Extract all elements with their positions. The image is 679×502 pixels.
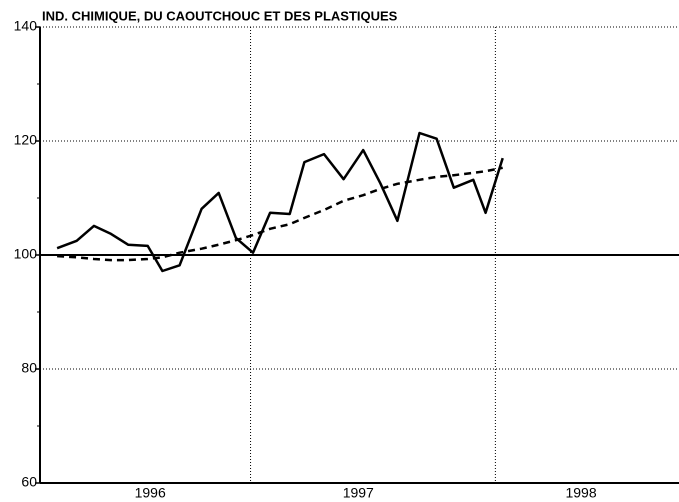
x-tick-label: 1997 [343, 485, 374, 501]
y-tick-label: 140 [14, 18, 38, 34]
series-line [56, 131, 504, 273]
chart-title: IND. CHIMIQUE, DU CAOUTCHOUC ET DES PLAS… [42, 8, 398, 23]
series-line [57, 166, 503, 262]
y-tick-label: 120 [14, 132, 38, 148]
y-tick-label: 100 [14, 246, 38, 262]
x-tick-label: 1998 [565, 485, 596, 501]
x-tick-label: 1996 [135, 485, 166, 501]
y-tick-label: 80 [21, 360, 37, 376]
y-tick-label: 60 [21, 474, 37, 490]
